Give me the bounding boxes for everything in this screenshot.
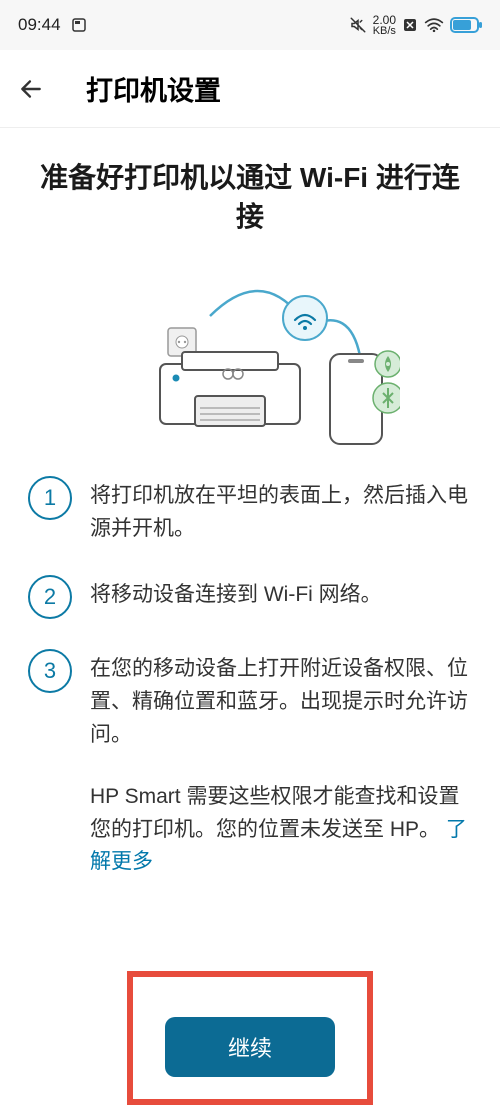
status-time: 09:44: [18, 15, 61, 35]
back-button[interactable]: [18, 76, 58, 102]
status-bar: 09:44 2.00 KB/s: [0, 0, 500, 50]
step-item: 3 在您的移动设备上打开附近设备权限、位置、精确位置和蓝牙。出现提示时允许访问。: [28, 649, 472, 751]
app-header: 打印机设置: [0, 50, 500, 128]
step-number: 3: [28, 649, 72, 693]
status-card-icon: [71, 17, 87, 33]
mute-icon: [349, 16, 367, 34]
continue-button[interactable]: 继续: [165, 1017, 335, 1077]
main-content: 准备好打印机以通过 Wi-Fi 进行连接: [0, 128, 500, 879]
annotation-highlight: 继续: [127, 971, 373, 1105]
printer-illustration: [28, 256, 472, 446]
net-speed: 2.00 KB/s: [373, 14, 396, 37]
step-number: 1: [28, 476, 72, 520]
step-text: 在您的移动设备上打开附近设备权限、位置、精确位置和蓝牙。出现提示时允许访问。: [90, 649, 472, 751]
bottom-bar: 继续: [0, 971, 500, 1115]
info-text: HP Smart 需要这些权限才能查找和设置您的打印机。您的位置未发送至 HP。…: [90, 781, 472, 879]
arrow-left-icon: [18, 76, 44, 102]
sim-off-icon: [402, 17, 418, 33]
step-text: 将打印机放在平坦的表面上，然后插入电源并开机。: [90, 476, 472, 545]
step-number: 2: [28, 575, 72, 619]
wifi-icon: [424, 17, 444, 33]
step-item: 2 将移动设备连接到 Wi-Fi 网络。: [28, 575, 472, 619]
battery-icon: [450, 17, 482, 33]
main-heading: 准备好打印机以通过 Wi-Fi 进行连接: [28, 158, 472, 236]
step-item: 1 将打印机放在平坦的表面上，然后插入电源并开机。: [28, 476, 472, 545]
info-body: HP Smart 需要这些权限才能查找和设置您的打印机。您的位置未发送至 HP。: [90, 785, 459, 841]
page-title: 打印机设置: [86, 69, 221, 108]
step-text: 将移动设备连接到 Wi-Fi 网络。: [90, 575, 382, 619]
steps-list: 1 将打印机放在平坦的表面上，然后插入电源并开机。 2 将移动设备连接到 Wi-…: [28, 476, 472, 751]
